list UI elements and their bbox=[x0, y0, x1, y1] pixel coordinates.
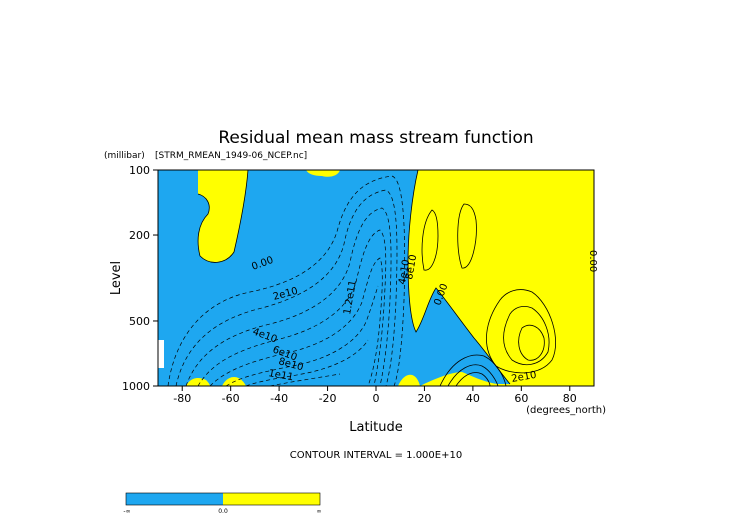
contour-label: 2e10 bbox=[511, 370, 538, 385]
zero-contour-west bbox=[197, 170, 249, 263]
contour-label: 4e10 bbox=[397, 259, 412, 286]
colorbar-label: ∞ bbox=[317, 508, 322, 515]
pos-contour-2 bbox=[457, 203, 477, 269]
pos-contour-4 bbox=[503, 306, 550, 366]
colorbar-negative bbox=[126, 493, 223, 505]
pos-contour-1 bbox=[421, 209, 439, 271]
neg-contour-1 bbox=[167, 175, 406, 386]
x-tick-label: 20 bbox=[417, 392, 431, 405]
y-axis-label: Level bbox=[109, 261, 124, 295]
contour-label: 1e11 bbox=[267, 368, 294, 383]
contour-lines bbox=[197, 170, 556, 386]
pos-contour-6 bbox=[439, 354, 507, 386]
colorbar-label: 0.0 bbox=[218, 508, 228, 515]
y-tick-label: 1000 bbox=[122, 380, 150, 393]
contour-interval-note: CONTOUR INTERVAL = 1.000E+10 bbox=[290, 450, 462, 461]
x-axis: -80 -60 -40 -20 0 20 40 60 80 bbox=[173, 386, 577, 405]
contour-label: 8e10 bbox=[404, 254, 419, 281]
x-tick-label: 40 bbox=[466, 392, 480, 405]
pos-contour-5 bbox=[518, 324, 545, 361]
y-tick-label: 200 bbox=[129, 229, 150, 242]
y-axis: 100 200 500 1000 bbox=[122, 164, 158, 393]
y-tick-label: 500 bbox=[129, 315, 150, 328]
x-tick-label: -40 bbox=[270, 392, 288, 405]
colorbar: -∞ 0.0 ∞ bbox=[123, 492, 322, 515]
neg-contour-3 bbox=[185, 207, 392, 386]
pos-contour-7 bbox=[447, 364, 499, 386]
x-tick-label: -60 bbox=[222, 392, 240, 405]
x-tick-label: -80 bbox=[173, 392, 191, 405]
neg-contour-5 bbox=[209, 257, 383, 386]
pos-contour-8 bbox=[455, 372, 491, 386]
colorbar-frame bbox=[125, 492, 321, 506]
positive-region-west bbox=[198, 170, 248, 263]
pos-contour-3 bbox=[486, 289, 556, 374]
masked-region bbox=[158, 340, 164, 368]
dataset-label: [STRM_RMEAN_1949-06_NCEP.nc] bbox=[155, 151, 307, 161]
zero-contour-east bbox=[407, 170, 511, 385]
x-tick-label: -20 bbox=[319, 392, 337, 405]
negative-contours bbox=[167, 175, 406, 386]
colorbar-positive bbox=[223, 493, 320, 505]
x-tick-label: 80 bbox=[563, 392, 577, 405]
colorbar-label: -∞ bbox=[123, 508, 130, 515]
surface-blob-1 bbox=[186, 378, 210, 386]
x-tick-label: 60 bbox=[514, 392, 528, 405]
surface-blob-3 bbox=[398, 374, 420, 386]
neg-contour-6 bbox=[225, 285, 379, 386]
y-units-label: (millibar) bbox=[104, 151, 145, 161]
chart-title: Residual mean mass stream function bbox=[218, 128, 533, 148]
y-tick-label: 100 bbox=[129, 164, 150, 177]
contour-label: 0.00 bbox=[587, 250, 598, 272]
x-tick-label: 0 bbox=[373, 392, 380, 405]
x-axis-label: Latitude bbox=[349, 420, 403, 435]
x-units-label: (degrees_north) bbox=[526, 405, 606, 416]
neg-contour-4 bbox=[197, 229, 387, 386]
neg-contour-8 bbox=[269, 373, 341, 386]
positive-region-tropics bbox=[306, 170, 340, 177]
neg-contour-7 bbox=[245, 339, 369, 386]
